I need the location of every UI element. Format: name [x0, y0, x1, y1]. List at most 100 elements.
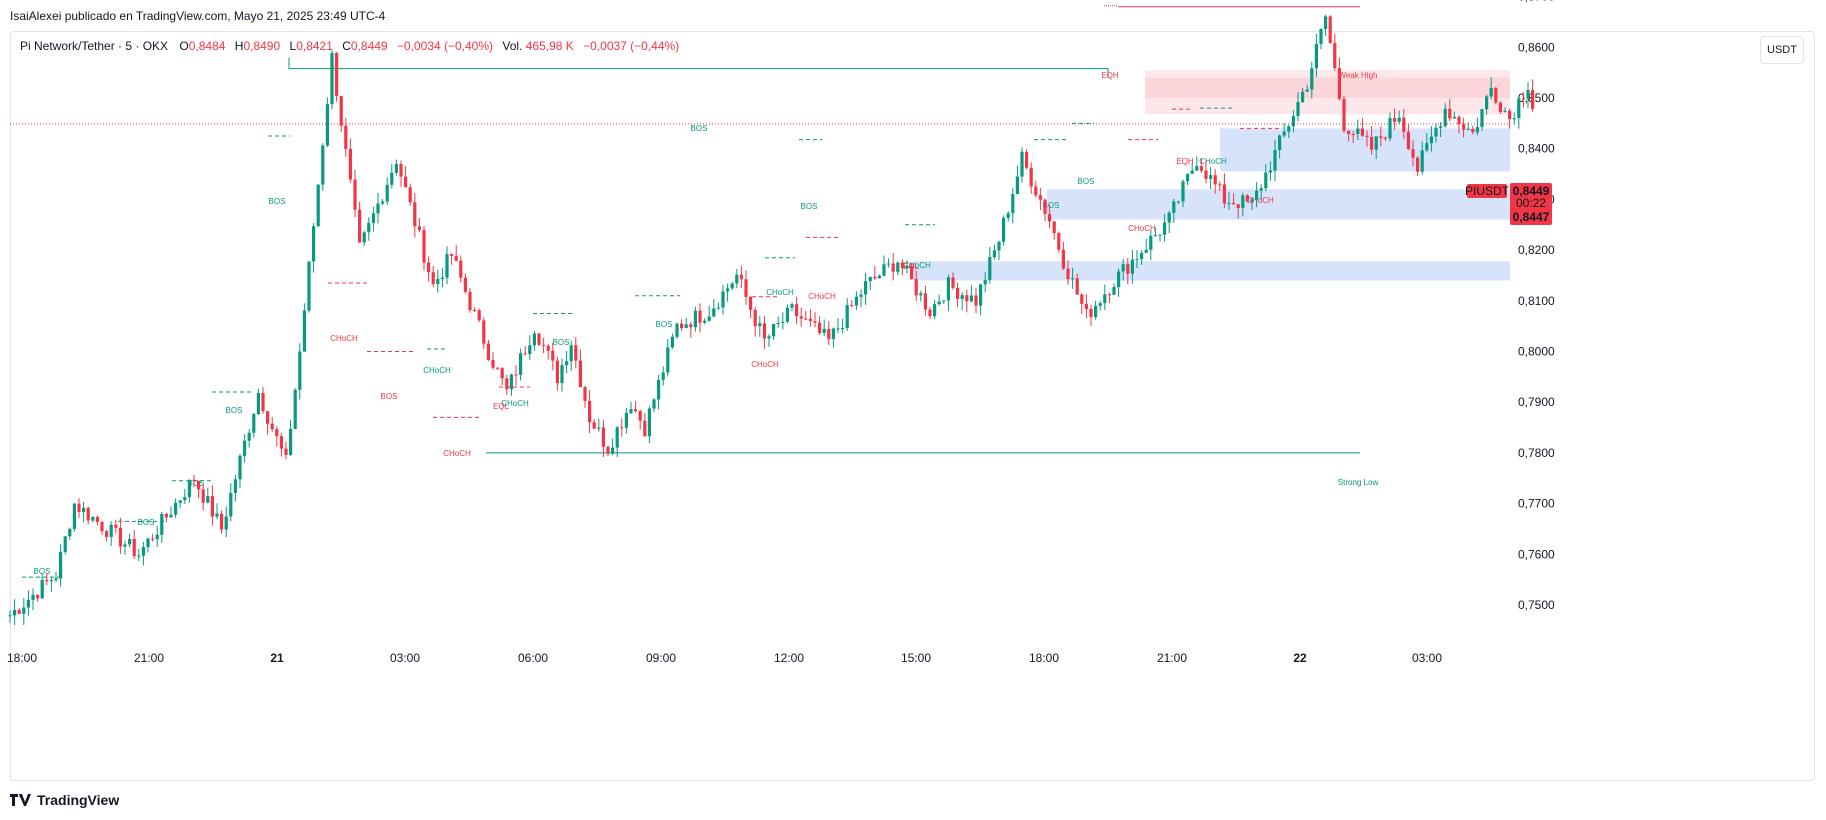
candle-body: [13, 610, 17, 616]
symbol-name[interactable]: Pi Network/Tether · 5 · OKX: [20, 39, 169, 53]
candle-body: [785, 307, 789, 322]
candle-body: [1232, 202, 1236, 205]
candle-body: [1531, 90, 1535, 110]
candle-body: [1402, 117, 1406, 132]
candle-body: [776, 322, 780, 325]
candle-body: [1245, 195, 1249, 202]
tradingview-logo[interactable]: TradingView: [10, 792, 119, 808]
candle-body: [1098, 303, 1102, 306]
candle-body: [1140, 252, 1144, 260]
candle-body: [330, 53, 334, 105]
candle-body: [624, 413, 628, 428]
y-tick-label: 0,8700: [1518, 0, 1555, 4]
candle-body: [1425, 143, 1429, 151]
candle-body: [358, 209, 362, 243]
candle-body: [1333, 43, 1337, 69]
candle-body: [1512, 118, 1516, 120]
candle-body: [560, 365, 564, 384]
candle-body: [312, 226, 316, 262]
candle-body: [1448, 108, 1452, 119]
candle-body: [289, 428, 293, 455]
candle-body: [1227, 202, 1231, 204]
annotation-label: EQL: [493, 402, 510, 411]
candle-body: [1107, 294, 1111, 296]
candle-body: [1356, 128, 1360, 134]
candle-body: [919, 293, 923, 296]
order-block-zone: [1145, 77, 1510, 98]
candle-body: [160, 513, 164, 535]
candle-body: [1259, 188, 1263, 191]
candle-body: [882, 264, 886, 276]
candle-body: [1011, 194, 1015, 214]
candle-body: [546, 345, 550, 351]
candle-body: [1462, 124, 1466, 130]
candle-body: [716, 307, 720, 309]
candle-body: [1416, 157, 1420, 172]
candle-body: [670, 336, 674, 348]
candle-body: [1351, 133, 1355, 135]
candle-body: [799, 316, 803, 319]
y-tick-label: 0,8200: [1518, 243, 1555, 257]
candle-body: [261, 392, 265, 412]
candle-body: [514, 374, 518, 376]
candle-body: [730, 283, 734, 289]
candle-body: [335, 53, 339, 97]
candle-body: [183, 497, 187, 501]
candle-body: [749, 296, 753, 310]
order-block-zone: [1047, 189, 1510, 220]
candle-body: [657, 379, 661, 400]
candle-body: [707, 316, 711, 321]
candle-body: [1061, 249, 1065, 269]
candle-body: [1370, 136, 1374, 150]
candle-body: [703, 320, 707, 323]
candle-body: [229, 492, 233, 517]
candle-body: [82, 507, 86, 512]
candle-body: [969, 295, 973, 302]
candle-body: [1163, 222, 1167, 235]
candle-body: [440, 277, 444, 280]
candle-body: [1209, 175, 1213, 179]
candle-body: [427, 262, 431, 273]
candle-body: [1314, 44, 1318, 69]
x-tick-label: 21:00: [134, 651, 164, 665]
y-tick-label: 0,8400: [1518, 142, 1555, 156]
candle-body: [758, 323, 762, 327]
y-tick-label: 0,7500: [1518, 598, 1555, 612]
candle-body: [1278, 135, 1282, 151]
x-tick-label: 15:00: [901, 651, 931, 665]
candle-body: [1038, 195, 1042, 200]
x-tick-label: 22: [1293, 651, 1307, 665]
candle-body: [942, 300, 946, 302]
candle-body: [1388, 118, 1392, 139]
candle-body: [1287, 126, 1291, 132]
candle-body: [509, 374, 513, 390]
candle-body: [91, 517, 95, 521]
candle-body: [620, 427, 624, 429]
candle-body: [132, 538, 136, 557]
candle-body: [555, 360, 559, 384]
currency-button[interactable]: USDT: [1760, 36, 1804, 64]
candle-body: [928, 309, 932, 317]
candle-body: [905, 266, 909, 269]
candle-body: [473, 309, 477, 311]
candle-body: [353, 179, 357, 210]
candle-body: [891, 263, 895, 272]
candle-body: [1411, 149, 1415, 158]
candle-body: [8, 615, 12, 617]
candle-body: [344, 125, 348, 150]
candle-body: [1130, 259, 1134, 274]
candle-body: [220, 513, 224, 530]
candle-body: [404, 176, 408, 188]
candle-body: [721, 291, 725, 308]
candle-body: [174, 502, 178, 515]
candle-body: [1071, 278, 1075, 280]
candle-body: [1199, 166, 1203, 171]
candle-body: [974, 295, 978, 306]
candle-body: [1485, 96, 1489, 110]
candle-body: [965, 295, 969, 302]
candle-body: [431, 272, 435, 285]
candle-body: [137, 555, 141, 557]
candle-body: [500, 368, 504, 379]
candle-body: [1250, 199, 1254, 202]
